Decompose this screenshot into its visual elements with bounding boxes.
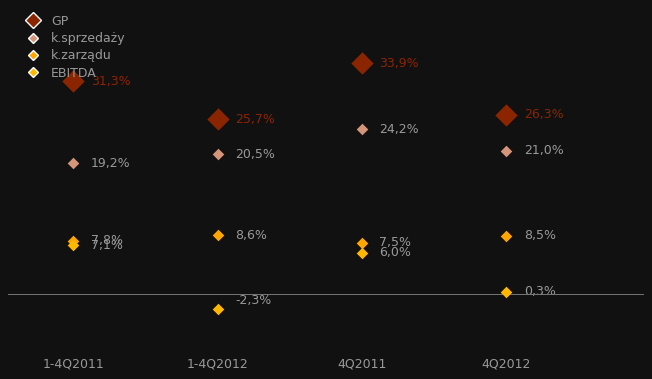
Text: 33,9%: 33,9% [379,57,419,70]
Point [68,160,78,166]
Point [357,240,367,246]
Point [68,78,78,84]
Point [213,232,223,238]
Text: 8,6%: 8,6% [235,229,267,242]
Point [501,233,512,239]
Point [501,288,512,294]
Text: 7,1%: 7,1% [91,239,123,252]
Point [501,148,512,154]
Text: 7,8%: 7,8% [91,234,123,247]
Text: 25,7%: 25,7% [235,113,275,125]
Point [213,116,223,122]
Point [501,112,512,118]
Point [213,151,223,157]
Text: 24,2%: 24,2% [379,123,419,136]
Point [213,306,223,312]
Text: 6,0%: 6,0% [379,246,411,259]
Point [68,242,78,248]
Point [68,238,78,244]
Point [357,60,367,66]
Text: 20,5%: 20,5% [235,148,275,161]
Text: 26,3%: 26,3% [524,108,563,122]
Text: 31,3%: 31,3% [91,75,130,88]
Text: -2,3%: -2,3% [235,294,271,307]
Point [357,250,367,256]
Text: 19,2%: 19,2% [91,157,130,170]
Text: 7,5%: 7,5% [379,236,411,249]
Text: 0,3%: 0,3% [524,285,556,298]
Legend: GP, k.sprzedaży, k.zarządu, EBITDA: GP, k.sprzedaży, k.zarządu, EBITDA [21,14,126,80]
Text: 8,5%: 8,5% [524,229,556,243]
Point [357,126,367,132]
Text: 21,0%: 21,0% [524,144,563,157]
